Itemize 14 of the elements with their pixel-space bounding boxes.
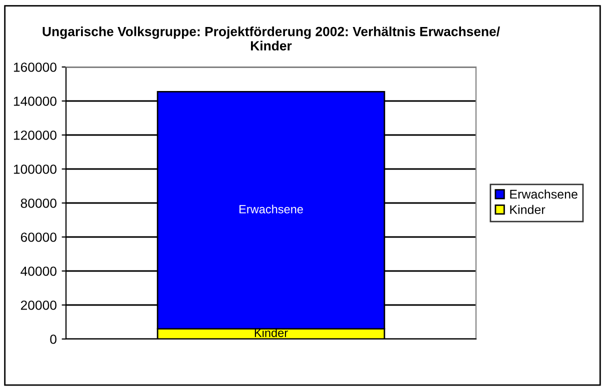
legend-label: Erwachsene (510, 189, 578, 199)
y-tick-label: 120000 (14, 130, 56, 140)
text: Kinder (254, 328, 288, 338)
y-tick-label: 80000 (20, 198, 56, 208)
y-tick-label: 0 (50, 334, 56, 344)
text: Erwachsene (239, 204, 303, 214)
y-tick-label: 140000 (14, 96, 56, 106)
chart-title: Ungarische Volksgruppe: Projektförderung 2002: Verhältnis Erwachsene/ Kinder (42, 26, 500, 50)
legend-label: Kinder (510, 204, 546, 214)
y-tick-label: 100000 (14, 164, 56, 174)
y-tick-label: 160000 (14, 62, 56, 72)
y-tick-label: 20000 (20, 300, 56, 310)
y-tick-label: 60000 (20, 232, 56, 242)
y-tick-label: 40000 (20, 266, 56, 276)
